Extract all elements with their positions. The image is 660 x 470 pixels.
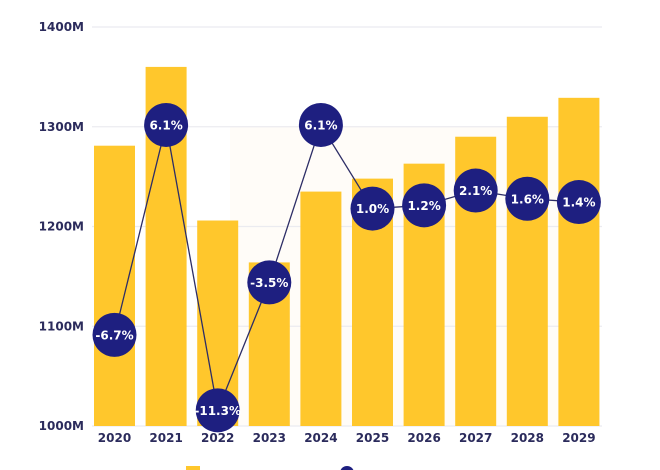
growth-point-2025: 1.0% [350,186,395,231]
growth-point-label: 6.1% [304,118,337,132]
growth-point-label: 6.1% [149,118,182,132]
y-tick-label: 1400M [39,20,84,34]
x-tick-label: 2020 [98,431,131,445]
bar-2028 [506,116,548,427]
growth-point-marker [505,176,550,221]
x-tick-label: 2023 [253,431,286,445]
growth-point-2022: -11.3% [194,388,241,433]
x-tick-label: 2028 [511,431,544,445]
x-tick-label: 2027 [459,431,492,445]
x-tick-label: 2021 [149,431,182,445]
legend-swatch-bar [186,466,200,470]
growth-line [113,123,579,413]
growth-point-label: 1.0% [356,202,389,216]
growth-point-2023: -3.5% [247,260,292,305]
x-tick-label: 2024 [304,431,337,445]
growth-point-marker [556,180,601,225]
bar-2024 [300,191,342,426]
y-axis-ticks: 1000M 1100M 1200M 1300M 1400M [39,20,84,433]
growth-point-label: -6.7% [95,328,133,342]
growth-point-label: -3.5% [250,276,288,290]
x-tick-label: 2025 [356,431,389,445]
growth-point-label: 2.1% [459,184,492,198]
growth-line-path [113,123,579,413]
growth-point-2021: 6.1% [144,102,189,147]
growth-point-marker [195,388,240,433]
growth-point-label: -11.3% [194,404,241,418]
x-tick-label: 2022 [201,431,234,445]
x-axis-ticks: 2020 2021 2022 2023 2024 2025 2026 2027 2028 2029 [98,431,596,445]
growth-point-marker [247,260,292,305]
growth-point-marker [453,168,498,213]
bar-2029 [558,97,600,426]
growth-point-marker [402,183,447,228]
bar-2020 [94,145,135,426]
legend-swatch-line [340,466,354,470]
growth-point-label: 1.4% [562,196,595,210]
growth-point-marker [350,186,395,231]
growth-point-2028: 1.6% [505,176,550,221]
growth-point-label: 1.2% [407,199,440,213]
x-tick-label: 2026 [407,431,440,445]
y-tick-label: 1000M [39,419,84,433]
y-tick-label: 1100M [39,319,84,333]
growth-point-2029: 1.4% [556,180,601,225]
growth-point-marker [298,102,343,147]
growth-point-marker [92,312,137,357]
y-tick-label: 1300M [39,120,84,134]
growth-point-2027: 2.1% [453,168,498,213]
growth-point-label: 1.6% [511,192,544,206]
growth-point-2020: -6.7% [92,312,137,357]
x-tick-label: 2029 [562,431,595,445]
y-tick-label: 1200M [39,220,84,234]
growth-point-marker [144,102,189,147]
growth-point-2024: 6.1% [298,102,343,147]
legend-clipped [0,460,660,470]
growth-point-2026: 1.2% [402,183,447,228]
growth-points: -6.7% 6.1% -11.3% -3.5% 6.1% 1.0% 1.2% 2.1% 1.6%… [92,102,601,433]
